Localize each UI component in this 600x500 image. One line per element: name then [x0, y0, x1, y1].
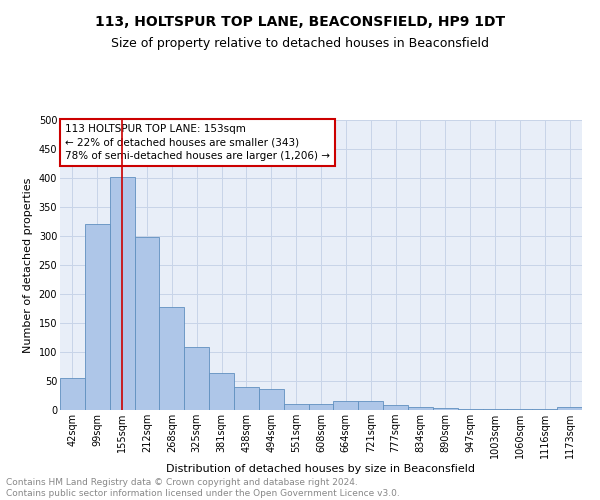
Text: Contains HM Land Registry data © Crown copyright and database right 2024.
Contai: Contains HM Land Registry data © Crown c… [6, 478, 400, 498]
X-axis label: Distribution of detached houses by size in Beaconsfield: Distribution of detached houses by size … [167, 464, 476, 473]
Bar [383, 405, 408, 410]
Text: 113, HOLTSPUR TOP LANE, BEACONSFIELD, HP9 1DT: 113, HOLTSPUR TOP LANE, BEACONSFIELD, HP… [95, 15, 505, 29]
Bar [85, 224, 110, 410]
Bar [259, 388, 284, 410]
Bar [433, 408, 458, 410]
Bar [358, 402, 383, 410]
Bar [160, 307, 184, 410]
Bar [134, 237, 160, 410]
Bar [458, 409, 482, 410]
Text: 113 HOLTSPUR TOP LANE: 153sqm
← 22% of detached houses are smaller (343)
78% of : 113 HOLTSPUR TOP LANE: 153sqm ← 22% of d… [65, 124, 330, 161]
Bar [60, 378, 85, 410]
Bar [284, 404, 308, 410]
Y-axis label: Number of detached properties: Number of detached properties [23, 178, 33, 352]
Bar [557, 407, 582, 410]
Text: Size of property relative to detached houses in Beaconsfield: Size of property relative to detached ho… [111, 38, 489, 51]
Bar [334, 402, 358, 410]
Bar [110, 177, 134, 410]
Bar [234, 387, 259, 410]
Bar [408, 407, 433, 410]
Bar [308, 404, 334, 410]
Bar [184, 348, 209, 410]
Bar [209, 374, 234, 410]
